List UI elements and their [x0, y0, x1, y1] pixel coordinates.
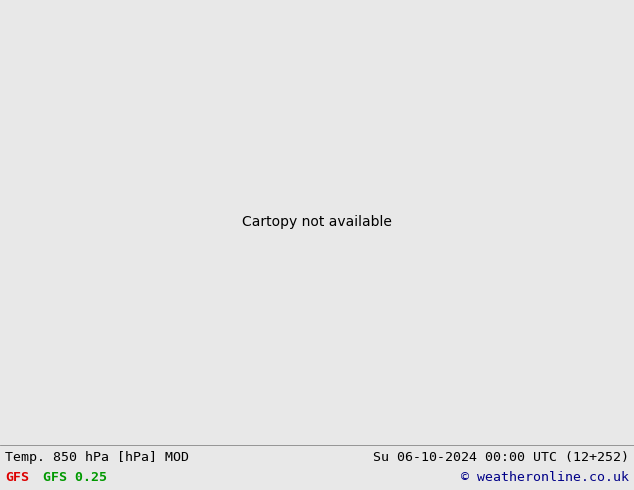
Text: Temp. 850 hPa [hPa] MOD: Temp. 850 hPa [hPa] MOD: [5, 451, 189, 464]
Text: © weatheronline.co.uk: © weatheronline.co.uk: [461, 471, 629, 484]
Text: GFS: GFS: [5, 471, 29, 484]
Text: Su 06-10-2024 00:00 UTC (12+252): Su 06-10-2024 00:00 UTC (12+252): [373, 451, 629, 464]
Text: GFS 0.25: GFS 0.25: [43, 471, 107, 484]
Text: Cartopy not available: Cartopy not available: [242, 215, 392, 229]
